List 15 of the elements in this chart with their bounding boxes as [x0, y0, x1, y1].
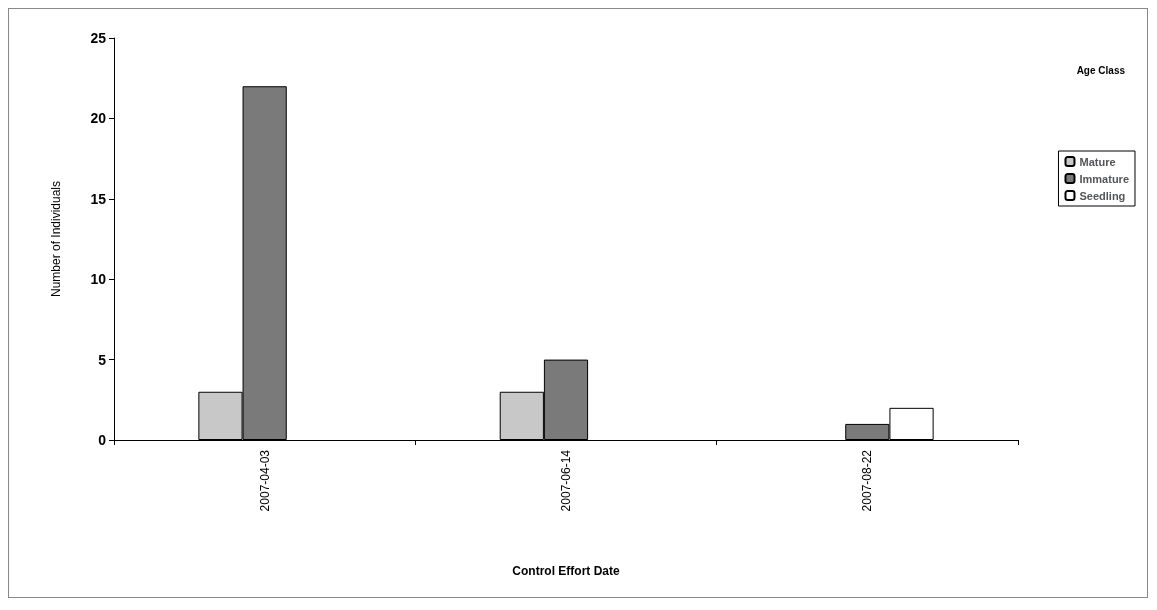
legend-label: Seedling	[1079, 189, 1126, 202]
x-axis-title: Control Effort Date	[512, 564, 620, 578]
x-tick-label: 2007-08-22	[860, 449, 875, 512]
y-tick-label: 25	[90, 30, 107, 46]
y-tick-label: 5	[98, 351, 107, 368]
y-tick-label: 15	[90, 190, 107, 207]
y-tick-label: 0	[98, 432, 107, 448]
legend-label: Mature	[1079, 155, 1116, 168]
legend-title: Age Class	[1076, 64, 1126, 76]
legend-label: Immature	[1079, 172, 1130, 185]
y-tick-label: 20	[90, 110, 107, 127]
y-axis-title: Number of Individuals	[49, 180, 63, 298]
x-tick-label: 2007-04-03	[257, 449, 272, 512]
x-tick-label: 2007-06-14	[559, 449, 573, 512]
y-tick-label: 10	[90, 271, 107, 288]
